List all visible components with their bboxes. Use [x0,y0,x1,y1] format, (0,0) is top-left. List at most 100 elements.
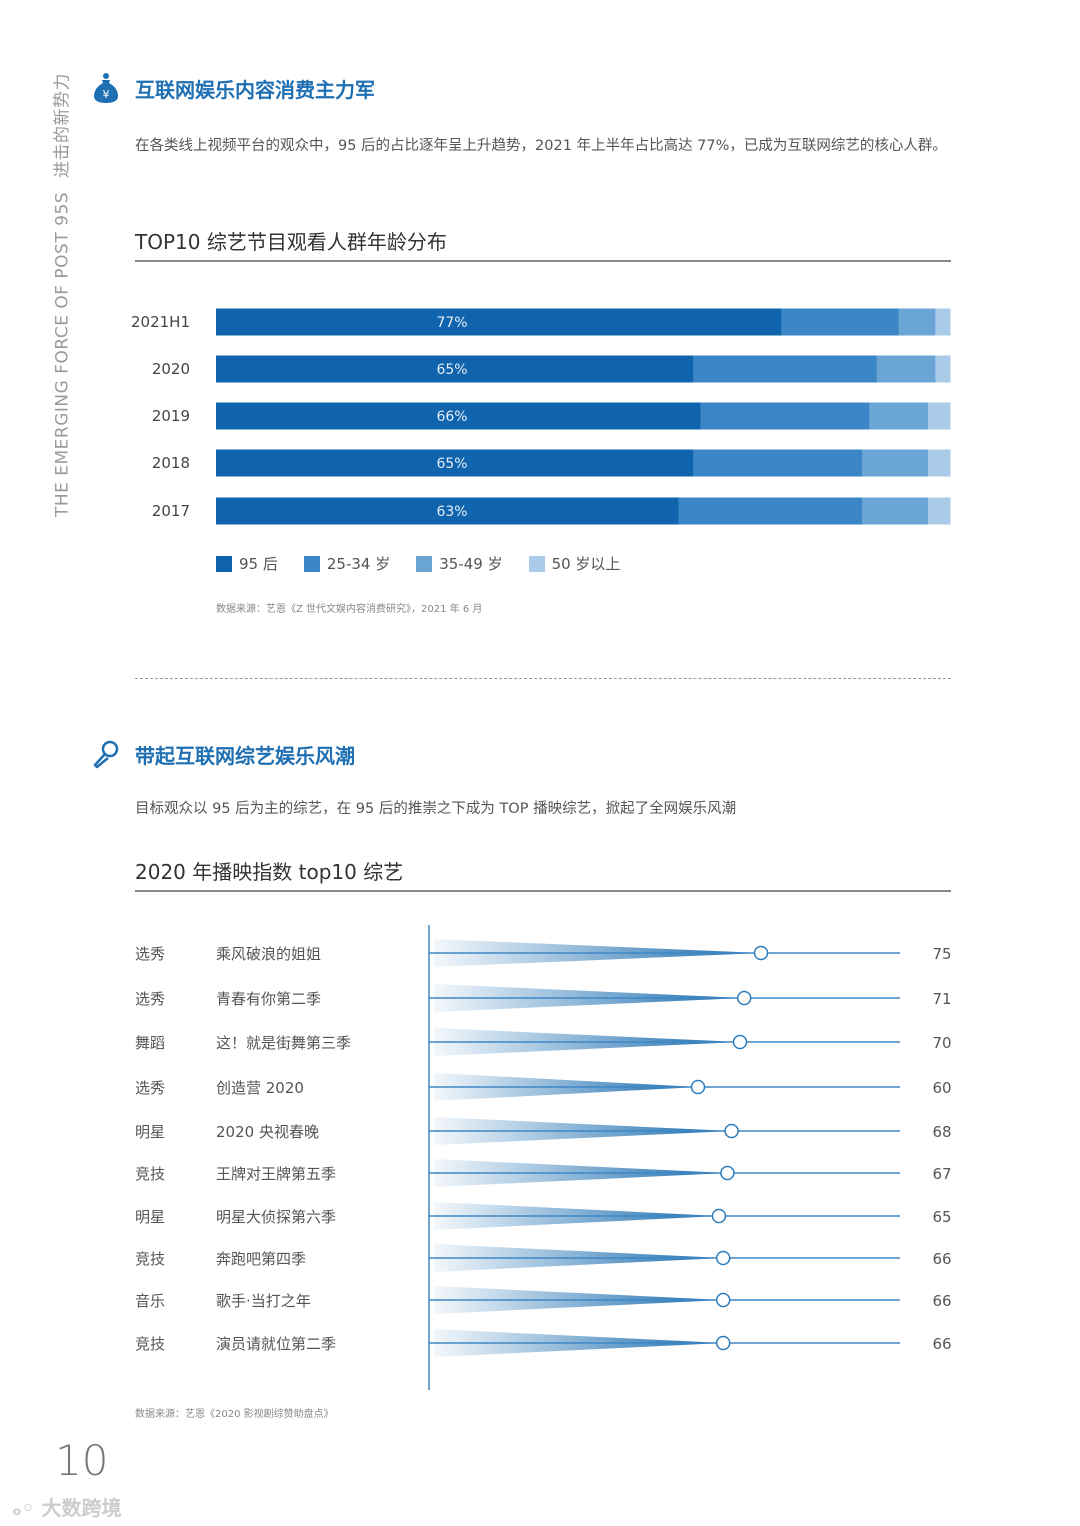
legend-item: 50 岁以上 [528,553,620,574]
data-label: 63% [436,504,467,520]
category-label: 竞技 [135,1165,165,1183]
category-label: 选秀 [135,990,165,1008]
category-label: 选秀 [135,945,165,963]
money-bag-icon: ¥ [94,73,118,103]
category-label: 舞蹈 [135,1034,165,1052]
title-rule [135,890,951,892]
category-label: 明星 [135,1123,165,1141]
category-label: 2021H1 [131,313,190,331]
show-name: 青春有你第二季 [216,990,321,1008]
show-name: 这！就是街舞第三季 [216,1034,351,1052]
bar-segment [935,355,951,383]
category-label: 竞技 [135,1250,165,1268]
value-label: 71 [932,990,951,1008]
legend-item: 95 后 [216,553,278,574]
page-number: 10 [55,1436,109,1485]
value-marker [715,1292,731,1308]
section-divider [135,678,951,679]
legend-swatch [416,555,433,572]
title-rule [135,260,951,262]
bar-segment [876,355,936,383]
value-label: 65 [932,1208,951,1226]
value-label: 60 [932,1079,951,1097]
category-label: 2017 [152,502,190,520]
svg-text:¥: ¥ [103,88,110,101]
legend-swatch [528,555,545,572]
category-label: 音乐 [135,1292,165,1310]
legend-swatch [303,555,320,572]
bar-segment [693,449,863,477]
value-label: 66 [932,1292,951,1310]
value-label: 68 [932,1123,951,1141]
section-title: 带起互联网综艺娱乐风潮 [135,744,355,768]
value-marker [720,1165,735,1181]
legend-swatch [216,555,232,572]
section-paragraph: 目标观众以 95 后为主的综艺，在 95 后的推崇之下成为 TOP 播映综艺，掀… [135,801,737,817]
show-name: 演员请就位第二季 [216,1335,336,1353]
category-label: 2019 [152,407,190,425]
legend-item: 35-49 岁 [416,553,503,574]
source-note: 数据来源：艺恩《2020 影视剧综赞助盘点》 [135,1409,334,1420]
bar-segment [861,449,929,477]
value-marker [724,1123,739,1139]
chart-title: TOP10 综艺节目观看人群年龄分布 [135,230,447,254]
chart-title: 2020 年播映指数 top10 综艺 [135,860,404,884]
value-marker [715,1250,731,1266]
data-label: 65% [436,362,467,378]
show-name: 歌手·当打之年 [216,1292,311,1310]
category-label: 明星 [135,1208,165,1226]
category-label: 2020 [152,360,190,378]
side-title-cn: 进击的新势力 [52,72,73,178]
watermark-logo: ₒ◦ 大数跨境 [12,1496,122,1520]
data-label: 65% [436,456,467,472]
bar-segment [927,402,951,430]
bar-segment [927,449,951,477]
bar-segment [781,308,900,336]
bar-segment [216,355,694,383]
bar-segment [861,497,929,525]
value-marker [711,1208,727,1224]
value-label: 67 [932,1165,951,1183]
legend-label: 95 后 [239,555,278,573]
bar-segment [216,402,701,430]
bar-segment [869,402,929,430]
value-label: 70 [932,1034,951,1052]
category-label: 竞技 [135,1335,165,1353]
show-name: 王牌对王牌第五季 [216,1165,336,1183]
stacked-bar-chart: 2021H1 77% 2020 65% 2019 66% 2018 65% 2017 63% [131,308,951,525]
microphone-icon [93,740,119,769]
legend-item: 25-34 岁 [303,553,391,574]
legend-label: 25-34 岁 [326,555,391,573]
bar-segment [693,355,878,383]
value-marker [690,1079,706,1095]
show-name: 明星大侦探第六季 [216,1208,336,1226]
legend-label: 35-49 岁 [439,555,503,573]
value-label: 66 [932,1335,951,1353]
value-marker [753,945,769,961]
data-label: 66% [436,409,467,425]
value-marker [736,990,752,1006]
watermark-text: 大数跨境 [41,1496,122,1520]
section-paragraph: 在各类线上视频平台的观众中，95 后的占比逐年呈上升趋势，2021 年上半年占比… [135,138,947,154]
value-label: 75 [932,945,951,963]
value-marker [732,1034,748,1050]
section-title: 互联网娱乐内容消费主力军 [135,78,375,102]
bar-segment [216,449,694,477]
value-marker [715,1335,731,1351]
bar-segment [216,497,679,525]
data-label: 77% [436,315,467,331]
category-label: 2018 [152,454,190,472]
bar-segment [927,497,951,525]
source-note: 数据来源：艺恩《Z 世代文娱内容消费研究》，2021 年 6 月 [216,604,483,615]
bar-segment [935,308,951,336]
bar-segment [700,402,870,430]
value-label: 66 [932,1250,951,1268]
chart-legend: 95 后 25-34 岁 35-49 岁 50 岁以上 [216,553,620,574]
show-name: 乘风破浪的姐姐 [216,945,321,963]
bar-segment [216,308,782,336]
show-name: 2020 央视春晚 [216,1123,319,1141]
show-name: 奔跑吧第四季 [216,1250,306,1268]
bar-segment [678,497,863,525]
